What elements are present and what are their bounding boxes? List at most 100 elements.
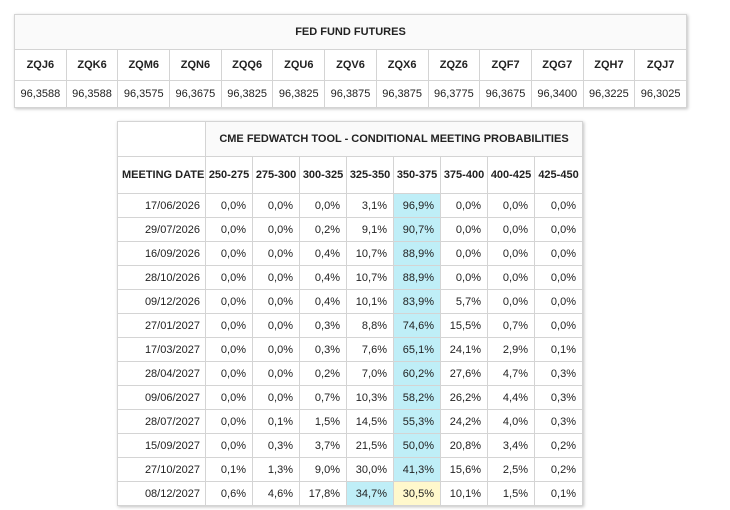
probability-cell: 0,0% [252,337,300,362]
probability-cell: 1,5% [299,409,347,434]
probability-cell: 7,6% [346,337,394,362]
probability-cell: 55,3% [393,409,441,434]
probability-cell: 0,0% [440,265,488,290]
probability-cell: 0,0% [534,193,583,218]
probability-cell: 0,0% [487,289,535,314]
probability-cell: 0,0% [205,241,253,266]
futures-contract-header: ZQZ6 [427,49,481,81]
futures-price-cell: 96,3675 [479,80,532,108]
probability-cell: 0,3% [299,337,347,362]
futures-contract-header: ZQX6 [375,49,429,81]
futures-price-cell: 96,3575 [117,80,171,108]
probability-cell: 15,5% [440,313,488,338]
probability-cell: 30,5% [393,481,441,506]
probability-cell: 0,2% [299,361,347,386]
probability-cell: 1,3% [252,457,300,482]
meeting-row: 09/06/2027 0,0% 0,0% 0,7% 10,3% 58,2% 26,2% 4,4… [117,385,583,410]
probability-cell: 0,0% [205,265,253,290]
futures-price-cell: 96,3675 [169,80,222,108]
probability-cell: 0,0% [252,241,300,266]
probability-cell: 0,0% [205,217,253,242]
futures-contract-header: ZQH7 [582,49,636,81]
probability-cell: 0,4% [299,265,347,290]
meeting-row: 09/12/2026 0,0% 0,0% 0,4% 10,1% 83,9% 5,7% 0,0%… [117,289,583,314]
probability-cell: 34,7% [346,481,394,506]
probability-cell: 0,0% [534,313,583,338]
probability-cell: 96,9% [393,193,441,218]
probability-cell: 17,8% [299,481,347,506]
probability-cell: 0,0% [205,337,253,362]
probability-cell: 0,0% [205,289,253,314]
probability-cell: 30,0% [346,457,394,482]
probability-cell: 0,3% [534,361,583,386]
probability-cell: 88,9% [393,265,441,290]
probability-cell: 14,5% [346,409,394,434]
probability-cell: 3,7% [299,433,347,458]
probability-cell: 9,1% [346,217,394,242]
meeting-row: 29/07/2026 0,0% 0,0% 0,2% 9,1% 90,7% 0,0% 0,0% 0… [117,217,583,242]
probability-cell: 9,0% [299,457,347,482]
probability-cell: 0,0% [299,193,347,218]
probability-cell: 0,2% [299,217,347,242]
probability-cell: 0,0% [252,217,300,242]
meeting-row: 17/03/2027 0,0% 0,0% 0,3% 7,6% 65,1% 24,1% 2,9%… [117,337,583,362]
probability-cell: 3,1% [346,193,394,218]
probability-cell: 4,6% [252,481,300,506]
futures-contract-header: ZQQ6 [220,49,274,81]
probability-cell: 26,2% [440,385,488,410]
probability-cell: 0,4% [299,241,347,266]
probability-cell: 0,0% [487,193,535,218]
probability-cell: 1,5% [487,481,535,506]
rate-range-header: 350-375 [393,156,441,194]
futures-price-cell: 96,3775 [427,80,481,108]
probability-cell: 0,0% [205,313,253,338]
futures-price-cell: 96,3875 [324,80,377,108]
rate-range-header: 425-450 [534,156,583,194]
probability-cell: 0,0% [252,193,300,218]
meeting-date-cell: 28/07/2027 [117,409,206,434]
probability-cell: 0,0% [440,241,488,266]
futures-contract-header: ZQU6 [272,49,326,81]
rate-range-header: 325-350 [346,156,394,194]
probability-cell: 0,0% [205,433,253,458]
probability-cell: 0,2% [534,433,583,458]
meeting-row: 08/12/2027 0,6% 4,6% 17,8% 34,7% 30,5% 10,1% 1,… [117,481,583,506]
probabilities-body: 17/06/2026 0,0% 0,0% 0,0% 3,1% 96,9% 0,0% 0,0% 0… [117,193,583,506]
probability-cell: 0,0% [252,385,300,410]
probability-cell: 0,1% [534,481,583,506]
futures-price-cell: 96,3825 [220,80,274,108]
probability-cell: 2,5% [487,457,535,482]
futures-price-cell: 96,3400 [530,80,584,108]
probability-cell: 0,0% [534,241,583,266]
probability-cell: 0,0% [487,241,535,266]
meeting-row: 28/04/2027 0,0% 0,0% 0,2% 7,0% 60,2% 27,6% 4,7%… [117,361,583,386]
title-corner-cell [117,121,206,157]
probability-cell: 0,0% [252,289,300,314]
probability-cell: 50,0% [393,433,441,458]
meeting-row: 27/01/2027 0,0% 0,0% 0,3% 8,8% 74,6% 15,5% 0,7%… [117,313,583,338]
probability-cell: 4,0% [487,409,535,434]
probability-cell: 0,3% [534,385,583,410]
probability-cell: 74,6% [393,313,441,338]
probability-cell: 0,1% [252,409,300,434]
probability-cell: 0,0% [487,217,535,242]
meeting-date-cell: 09/12/2026 [117,289,206,314]
probability-cell: 0,1% [205,457,253,482]
futures-contract-header: ZQM6 [117,49,171,81]
meeting-date-cell: 28/10/2026 [117,265,206,290]
probability-cell: 0,0% [440,193,488,218]
probability-cell: 2,9% [487,337,535,362]
meeting-row: 28/07/2027 0,0% 0,1% 1,5% 14,5% 55,3% 24,2% 4,0… [117,409,583,434]
rate-range-header: 300-325 [299,156,347,194]
probability-cell: 58,2% [393,385,441,410]
probability-cell: 10,3% [346,385,394,410]
probability-cell: 15,6% [440,457,488,482]
meeting-date-header: MEETING DATE [117,156,206,194]
futures-contract-header: ZQG7 [530,49,584,81]
futures-header-row: ZQJ6 ZQK6 ZQM6 ZQN6 ZQQ6 ZQU6 ZQV6 ZQX6 ZQZ6 ZQF7… [14,49,687,81]
probability-cell: 4,7% [487,361,535,386]
futures-price-cell: 96,3025 [634,80,687,108]
probability-cell: 0,0% [205,409,253,434]
meeting-date-cell: 16/09/2026 [117,241,206,266]
probability-cell: 0,4% [299,289,347,314]
